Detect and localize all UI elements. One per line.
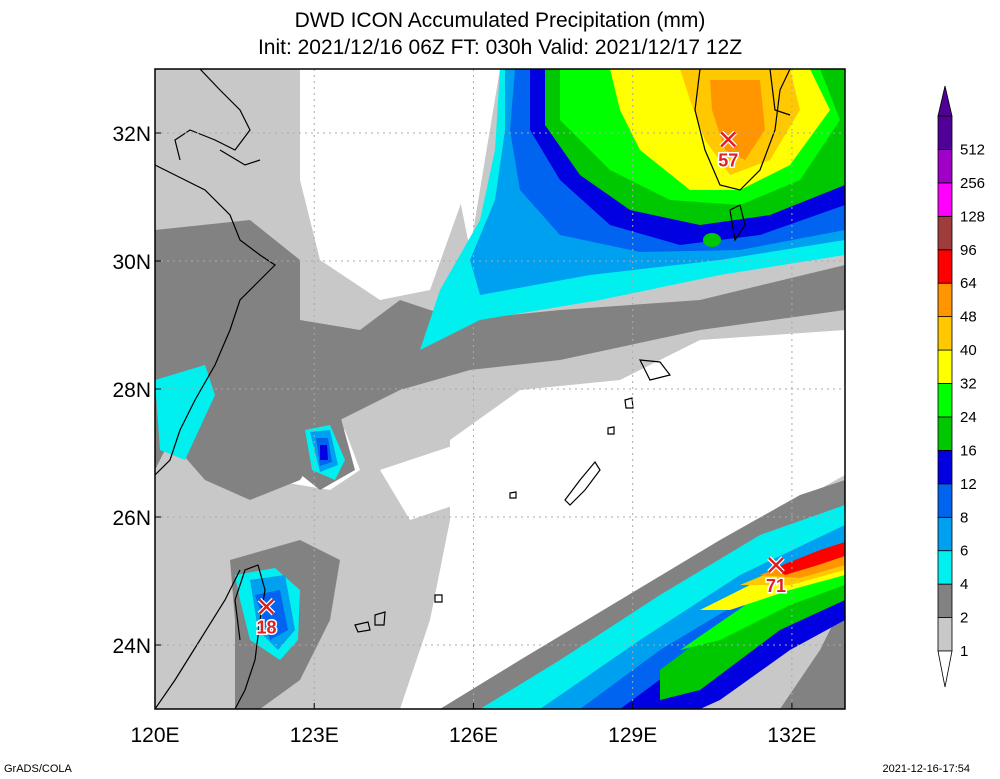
colorbar-swatch: [937, 516, 953, 552]
lat-tick-label: 30N: [112, 251, 151, 274]
colorbar-label: 12: [960, 476, 977, 493]
precip-64mm-area: [775, 542, 845, 575]
colorbar-label: 128: [960, 208, 985, 225]
timestamp-label: 2021-12-16-17:54: [882, 763, 970, 775]
lat-tick-label: 24N: [112, 635, 151, 658]
colorbar-swatch: [937, 149, 953, 184]
colorbar-label: 8: [960, 509, 968, 526]
colorbar-swatch: [937, 550, 953, 585]
map-title: DWD ICON Accumulated Precipitation (mm): [294, 9, 706, 32]
map-subtitle: Init: 2021/12/16 06Z FT: 030h Valid: 202…: [257, 36, 743, 59]
coastlines: [155, 69, 791, 709]
colorbar-swatch: [937, 383, 953, 418]
colorbar-label: 256: [960, 175, 985, 192]
colorbar-swatch: [937, 182, 953, 217]
colorbar-swatch: [937, 416, 953, 451]
colorbar-label: 24: [960, 409, 977, 426]
max-marker: 57: [717, 130, 740, 172]
colorbar-swatch: [937, 483, 953, 518]
colorbar-top-arrow: [937, 85, 953, 117]
colorbar-label: 16: [960, 442, 977, 459]
colorbar-label: 512: [960, 141, 985, 158]
max-markers: 57 71 18: [255, 130, 788, 639]
lat-tick-label: 32N: [112, 123, 151, 146]
colorbar-label: 64: [960, 275, 977, 292]
cross-icon: [258, 598, 275, 615]
cross-icon: [720, 131, 737, 148]
lon-tick-label: 132E: [767, 724, 816, 747]
colorbar-swatch: [937, 449, 953, 485]
lat-tick-label: 28N: [112, 379, 151, 402]
credit-label: GrADS/COLA: [4, 763, 72, 775]
lon-tick-label: 129E: [608, 724, 657, 747]
max-value-label: 18: [256, 618, 276, 638]
max-value-label: 71: [766, 576, 786, 596]
colorbar-bottom-arrow: [937, 650, 953, 688]
max-marker: 71: [764, 556, 788, 598]
colorbar-swatch: [937, 349, 953, 384]
max-marker: 18: [255, 597, 278, 639]
map-area: [155, 69, 845, 709]
colorbar-label: 2: [960, 610, 968, 627]
lon-tick-label: 120E: [130, 724, 179, 747]
colorbar-label: 96: [960, 242, 977, 259]
colorbar-label: 1: [960, 643, 968, 660]
colorbar-swatch: [937, 249, 953, 284]
colorbar-label: 32: [960, 376, 977, 393]
colorbar-label: 6: [960, 543, 968, 560]
colorbar-label: 40: [960, 342, 977, 359]
colorbar-swatch: [937, 316, 953, 351]
colorbar-swatch: [937, 583, 953, 618]
max-value-label: 57: [718, 150, 738, 170]
colorbar-label: 48: [960, 309, 977, 326]
cross-icon: [768, 557, 784, 573]
lon-tick-label: 126E: [449, 724, 498, 747]
colorbar-label: 4: [960, 576, 968, 593]
lon-tick-label: 123E: [290, 724, 339, 747]
colorbar-swatch: [937, 115, 953, 150]
colorbar-swatch: [937, 282, 953, 318]
axis-ticks: 120E 123E 126E 129E 132E 24N 26N 28N 30N 32N: [112, 123, 816, 747]
colorbar-swatch: [937, 617, 953, 652]
lat-tick-label: 26N: [112, 507, 151, 530]
colorbar-swatch: [937, 215, 953, 251]
